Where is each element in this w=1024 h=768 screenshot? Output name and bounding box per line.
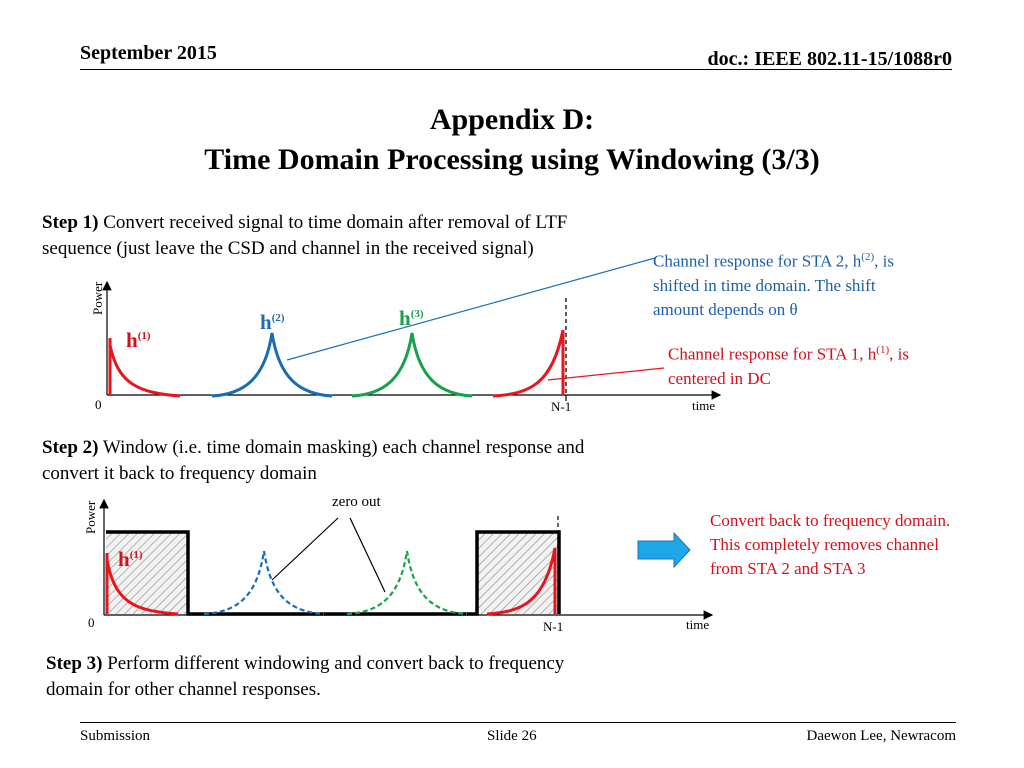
plot2-ylabel: Power bbox=[83, 500, 98, 534]
step2-line2: convert it back to frequency domain bbox=[42, 463, 317, 484]
note-convert-line1: Convert back to frequency domain. bbox=[710, 511, 951, 530]
note-sta1: Channel response for STA 1, h(1), is cen… bbox=[668, 338, 988, 391]
plot2-window-right-fill bbox=[477, 532, 559, 614]
zero-out-pointer-blue bbox=[271, 517, 339, 581]
note-convert: Convert back to frequency domain. This c… bbox=[710, 509, 1010, 581]
plot2-n1-label: N-1 bbox=[543, 619, 564, 634]
plot2-window-outline bbox=[106, 530, 561, 616]
note-sta2-line2: shifted in time domain. The shift bbox=[653, 275, 876, 295]
note-sta1-sup: (1) bbox=[876, 344, 890, 356]
convert-arrow-icon bbox=[637, 531, 691, 569]
title-line-2: Time Domain Processing using Windowing (… bbox=[204, 143, 820, 176]
note-sta2: Channel response for STA 2, h(2), is shi… bbox=[653, 245, 983, 322]
note-sta1-line1a: Channel response for STA 1, h bbox=[668, 344, 877, 364]
plot1-h2-label: h(2) bbox=[260, 310, 285, 334]
header-date: September 2015 bbox=[80, 42, 217, 64]
note-sta2-line1b: , is bbox=[874, 251, 894, 271]
plot2-xlabel: time bbox=[686, 617, 710, 632]
plot1-h1-wrap-curve bbox=[492, 329, 565, 398]
plot1-h2-curve bbox=[211, 332, 333, 398]
step3-label: Step 3) bbox=[46, 653, 103, 674]
plot2-window-left-fill bbox=[106, 532, 188, 614]
step3-line1: Perform different windowing and convert … bbox=[102, 653, 565, 674]
step2-text: Step 2) Window (i.e. time domain masking… bbox=[42, 435, 722, 487]
zero-out-pointer-green bbox=[349, 517, 386, 593]
step2-line1: Window (i.e. time domain masking) each c… bbox=[98, 437, 585, 458]
note-sta1-line2: centered in DC bbox=[668, 368, 771, 388]
title-line-1: Appendix D: bbox=[429, 103, 595, 136]
plot2-h1-label: h(1) bbox=[118, 547, 143, 571]
plot2 bbox=[99, 498, 714, 620]
note-convert-line3: from STA 2 and STA 3 bbox=[710, 559, 866, 578]
note-sta1-line1b: , is bbox=[889, 344, 909, 364]
note-convert-line2: This completely removes channel bbox=[710, 535, 939, 554]
footer-divider bbox=[80, 722, 956, 723]
plot1-h3-label: h(3) bbox=[399, 306, 424, 330]
step3-line2: domain for other channel responses. bbox=[46, 679, 321, 700]
plot2-h2-dashed-curve bbox=[203, 550, 325, 616]
plot2-h3-dashed-curve bbox=[346, 550, 468, 616]
step1-label: Step 1) bbox=[42, 212, 99, 233]
step1-text: Step 1) Convert received signal to time … bbox=[42, 210, 702, 262]
plot1 bbox=[102, 257, 722, 401]
note-sta2-line3: amount depends on θ bbox=[653, 299, 798, 319]
plot1-h1-label: h(1) bbox=[126, 328, 151, 352]
header-doc-id: doc.: IEEE 802.11-15/1088r0 bbox=[707, 48, 952, 70]
callout-sta2-line bbox=[286, 257, 656, 361]
plot1-h1-curve bbox=[108, 338, 181, 398]
plot2-origin: 0 bbox=[88, 615, 95, 630]
step1-line2: sequence (just leave the CSD and channel… bbox=[42, 238, 534, 259]
plot1-xlabel: time bbox=[692, 398, 716, 413]
zero-out-label: zero out bbox=[332, 494, 381, 510]
plot1-ylabel: Power bbox=[90, 281, 105, 315]
footer-slide-number: Slide 26 bbox=[487, 728, 537, 744]
note-sta2-sup: (2) bbox=[861, 251, 875, 263]
footer-author: Daewon Lee, Newracom bbox=[806, 728, 956, 744]
step2-label: Step 2) bbox=[42, 437, 99, 458]
plot1-origin: 0 bbox=[95, 397, 102, 412]
plot1-h3-curve bbox=[351, 332, 473, 398]
note-sta2-line1a: Channel response for STA 2, h bbox=[653, 251, 862, 271]
step1-line1: Convert received signal to time domain a… bbox=[98, 212, 568, 233]
plot2-h1-curve bbox=[105, 553, 179, 616]
slide-title: Appendix D: Time Domain Processing using… bbox=[0, 100, 1024, 180]
header-divider bbox=[80, 69, 952, 70]
footer-submission: Submission bbox=[80, 728, 151, 744]
plot1-n1-label: N-1 bbox=[551, 399, 572, 414]
callout-sta1-line bbox=[547, 367, 665, 381]
plot2-h1-wrap-curve bbox=[486, 547, 557, 616]
step3-text: Step 3) Perform different windowing and … bbox=[46, 651, 706, 703]
